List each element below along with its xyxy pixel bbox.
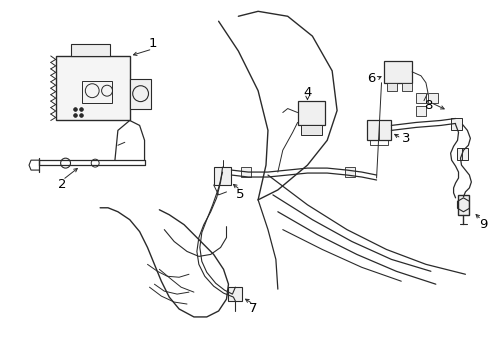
Bar — [297, 100, 325, 125]
Text: 7: 7 — [248, 302, 257, 315]
Bar — [384, 61, 411, 83]
Bar — [457, 195, 468, 215]
Text: 1: 1 — [148, 37, 156, 50]
Text: 5: 5 — [236, 188, 244, 201]
Bar — [366, 121, 390, 140]
Bar — [70, 44, 110, 56]
Bar — [213, 167, 231, 185]
Bar — [82, 81, 112, 103]
Bar — [129, 79, 151, 109]
Text: 8: 8 — [423, 99, 431, 112]
Bar — [56, 56, 129, 121]
Text: 6: 6 — [366, 72, 375, 85]
Text: 2: 2 — [58, 179, 67, 192]
Text: 3: 3 — [401, 132, 409, 145]
Bar — [415, 93, 425, 103]
Bar — [427, 93, 437, 103]
Bar — [344, 167, 354, 177]
Bar — [228, 287, 242, 301]
Bar — [415, 105, 425, 116]
Bar — [300, 125, 322, 135]
Bar — [450, 118, 462, 130]
Bar — [386, 83, 397, 91]
Bar — [369, 140, 387, 145]
Text: 9: 9 — [478, 218, 487, 231]
Bar — [402, 83, 411, 91]
Bar — [241, 167, 251, 177]
Bar — [456, 148, 468, 160]
Text: 4: 4 — [303, 86, 311, 99]
